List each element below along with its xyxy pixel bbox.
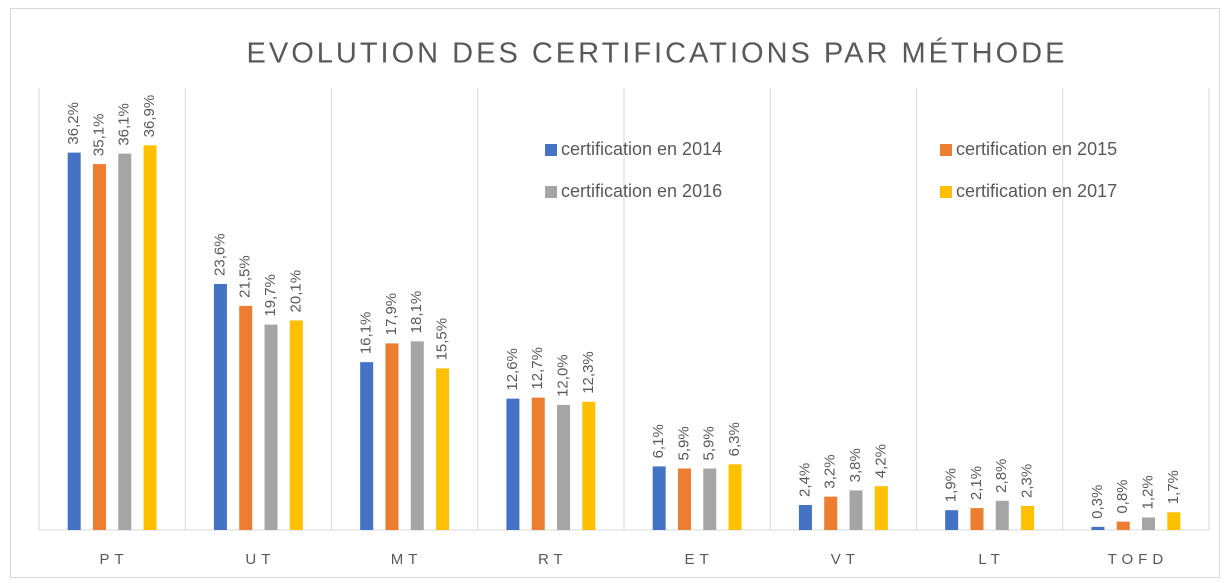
x-tick-label: VT — [831, 551, 860, 568]
x-tick-label: PT — [100, 551, 129, 568]
data-label: 35,1% — [90, 114, 107, 157]
bar — [385, 343, 399, 530]
bar — [1091, 526, 1105, 530]
x-tick-label: UT — [245, 551, 275, 568]
data-label: 2,3% — [1019, 464, 1036, 498]
legend-swatch — [545, 186, 557, 198]
data-label: 23,6% — [211, 233, 228, 276]
data-label: 3,8% — [847, 448, 864, 482]
data-label: 18,1% — [408, 291, 425, 334]
bar — [410, 341, 424, 530]
bar — [970, 508, 984, 530]
data-label: 12,3% — [580, 351, 597, 394]
data-label: 5,9% — [675, 426, 692, 460]
bar — [1167, 512, 1181, 530]
legend-swatch — [940, 144, 952, 156]
data-label: 21,5% — [237, 255, 254, 298]
bar — [92, 164, 106, 530]
bar — [557, 404, 571, 530]
x-tick-label: ET — [685, 551, 714, 568]
bar — [582, 401, 596, 530]
legend-label: certification en 2017 — [956, 181, 1117, 201]
data-label: 12,6% — [504, 348, 521, 391]
data-label: 12,0% — [554, 354, 571, 397]
bar — [1116, 521, 1130, 530]
legend-swatch — [545, 144, 557, 156]
bar — [677, 468, 691, 530]
legend-swatch — [940, 186, 952, 198]
data-label: 17,9% — [383, 293, 400, 336]
data-label: 2,4% — [796, 463, 813, 497]
x-tick-label: RT — [538, 551, 568, 568]
data-label: 36,2% — [65, 102, 82, 145]
data-label: 2,8% — [993, 459, 1010, 493]
data-label: 1,2% — [1139, 475, 1156, 509]
bar — [143, 145, 157, 530]
bar — [824, 496, 838, 530]
bar — [213, 283, 227, 530]
bar — [239, 305, 253, 530]
bar — [995, 500, 1009, 530]
bar — [728, 464, 742, 530]
bar — [67, 152, 81, 531]
data-label: 4,2% — [872, 444, 889, 478]
bar — [945, 510, 959, 530]
data-label: 19,7% — [262, 274, 279, 317]
bar — [118, 153, 132, 530]
bar — [531, 397, 545, 530]
bar — [506, 398, 520, 530]
x-tick-label: MT — [391, 551, 423, 568]
legend-label: certification en 2016 — [561, 181, 722, 201]
data-label: 5,9% — [701, 426, 718, 460]
data-label: 0,3% — [1089, 485, 1106, 519]
x-tick-label: TOFD — [1108, 551, 1169, 568]
chart-title: EVOLUTION DES CERTIFICATIONS PAR MÉTHODE — [247, 37, 1068, 70]
data-label: 36,9% — [141, 95, 158, 138]
data-label: 1,7% — [1165, 470, 1182, 504]
bar — [360, 362, 374, 530]
bar — [436, 368, 450, 530]
data-label: 6,3% — [726, 422, 743, 456]
data-label: 12,7% — [529, 347, 546, 390]
bar — [1142, 517, 1156, 530]
x-tick-label: LT — [978, 551, 1004, 568]
data-label: 6,1% — [650, 424, 667, 458]
bar — [798, 504, 812, 530]
bar — [264, 324, 278, 530]
bar — [874, 486, 888, 530]
data-label: 36,1% — [116, 103, 133, 146]
data-label: 16,1% — [358, 312, 375, 355]
legend-label: certification en 2014 — [561, 139, 722, 159]
data-label: 2,1% — [968, 466, 985, 500]
bar — [849, 490, 863, 530]
bar — [652, 466, 666, 530]
bar — [703, 468, 717, 530]
data-label: 3,2% — [822, 454, 839, 488]
data-label: 15,5% — [434, 318, 451, 361]
data-label: 20,1% — [287, 270, 304, 313]
bar — [289, 320, 303, 530]
legend-label: certification en 2015 — [956, 139, 1117, 159]
chart-border — [10, 8, 1220, 578]
data-label: 0,8% — [1114, 479, 1131, 513]
data-label: 1,9% — [943, 468, 960, 502]
bar — [1021, 506, 1035, 530]
